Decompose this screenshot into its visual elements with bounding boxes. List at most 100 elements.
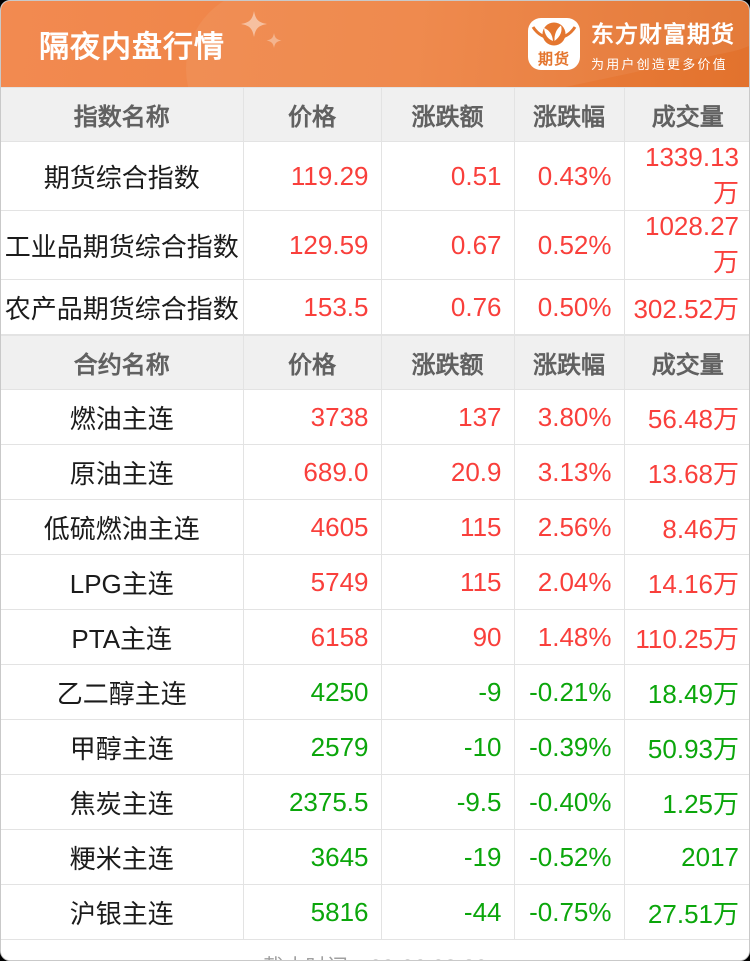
change-pct-value: 0.43% xyxy=(513,141,625,211)
change-pct-value: -0.75% xyxy=(513,884,625,940)
table-row: PTA主连 6158 90 1.48% 110.25万 xyxy=(1,609,749,665)
change-pct-value: 2.04% xyxy=(513,554,625,610)
table-row: 燃油主连 3738 137 3.80% 56.48万 xyxy=(1,389,749,445)
price-value: 129.59 xyxy=(242,210,382,280)
change-value: 137 xyxy=(380,389,515,445)
instrument-name: 焦炭主连 xyxy=(1,774,244,830)
contract-table-header-row: 合约名称 价格 涨跌额 涨跌幅 成交量 xyxy=(1,335,749,390)
column-header-change-pct: 涨跌幅 xyxy=(513,87,625,142)
index-table-header-row: 指数名称 价格 涨跌额 涨跌幅 成交量 xyxy=(1,87,749,142)
volume-value: 110.25万 xyxy=(623,609,749,665)
volume-value: 1028.27万 xyxy=(623,210,749,280)
table-row: 甲醇主连 2579 -10 -0.39% 50.93万 xyxy=(1,719,749,775)
instrument-name: 粳米主连 xyxy=(1,829,244,885)
change-pct-value: 3.13% xyxy=(513,444,625,500)
volume-value: 50.93万 xyxy=(623,719,749,775)
table-row: 工业品期货综合指数 129.59 0.67 0.52% 1028.27万 xyxy=(1,210,749,280)
change-pct-value: -0.39% xyxy=(513,719,625,775)
column-header-volume: 成交量 xyxy=(623,87,749,142)
table-row: 期货综合指数 119.29 0.51 0.43% 1339.13万 xyxy=(1,141,749,211)
price-value: 119.29 xyxy=(242,141,382,211)
price-value: 2375.5 xyxy=(242,774,382,830)
instrument-name: 甲醇主连 xyxy=(1,719,244,775)
volume-value: 8.46万 xyxy=(623,499,749,555)
column-header-contract-name: 合约名称 xyxy=(1,335,244,390)
change-value: -19 xyxy=(380,829,515,885)
page-title: 隔夜内盘行情 xyxy=(39,31,225,64)
price-value: 5749 xyxy=(242,554,382,610)
badge-label: 期货 xyxy=(537,51,570,68)
change-pct-value: 0.50% xyxy=(513,279,625,335)
brand-logo-group: 期货 东方财富期货 为用户创造更多价值 xyxy=(528,15,735,73)
cutoff-time-text: 截止时间：09-06 02:30 xyxy=(1,940,749,960)
volume-value: 27.51万 xyxy=(623,884,749,940)
change-pct-value: -0.40% xyxy=(513,774,625,830)
instrument-name: 农产品期货综合指数 xyxy=(1,279,244,335)
change-pct-value: -0.52% xyxy=(513,829,625,885)
fan-icon xyxy=(531,22,577,46)
change-value: 115 xyxy=(380,554,515,610)
volume-value: 1.25万 xyxy=(623,774,749,830)
change-value: 90 xyxy=(380,609,515,665)
change-value: 115 xyxy=(380,499,515,555)
price-value: 689.0 xyxy=(242,444,382,500)
volume-value: 56.48万 xyxy=(623,389,749,445)
instrument-name: 工业品期货综合指数 xyxy=(1,210,244,280)
table-row: 乙二醇主连 4250 -9 -0.21% 18.49万 xyxy=(1,664,749,720)
change-pct-value: 1.48% xyxy=(513,609,625,665)
column-header-change-pct: 涨跌幅 xyxy=(513,335,625,390)
table-row: 粳米主连 3645 -19 -0.52% 2017 xyxy=(1,829,749,885)
instrument-name: LPG主连 xyxy=(1,554,244,610)
volume-value: 302.52万 xyxy=(623,279,749,335)
volume-value: 1339.13万 xyxy=(623,141,749,211)
price-value: 3645 xyxy=(242,829,382,885)
table-row: 沪银主连 5816 -44 -0.75% 27.51万 xyxy=(1,884,749,940)
instrument-name: 原油主连 xyxy=(1,444,244,500)
instrument-name: PTA主连 xyxy=(1,609,244,665)
change-value: -9 xyxy=(380,664,515,720)
volume-value: 13.68万 xyxy=(623,444,749,500)
table-row: 焦炭主连 2375.5 -9.5 -0.40% 1.25万 xyxy=(1,774,749,830)
banner: 隔夜内盘行情 期货 东方财富期货 为用户创造更多价值 xyxy=(1,1,749,87)
change-value: 0.76 xyxy=(380,279,515,335)
column-header-change: 涨跌额 xyxy=(380,87,515,142)
price-value: 5816 xyxy=(242,884,382,940)
instrument-name: 燃油主连 xyxy=(1,389,244,445)
index-table: 指数名称 价格 涨跌额 涨跌幅 成交量 期货综合指数 119.29 0.51 0… xyxy=(1,87,749,335)
price-value: 2579 xyxy=(242,719,382,775)
change-value: 0.51 xyxy=(380,141,515,211)
volume-value: 2017 xyxy=(623,829,749,885)
instrument-name: 乙二醇主连 xyxy=(1,664,244,720)
change-pct-value: 2.56% xyxy=(513,499,625,555)
price-value: 6158 xyxy=(242,609,382,665)
change-pct-value: 3.80% xyxy=(513,389,625,445)
column-header-price: 价格 xyxy=(242,335,382,390)
price-value: 153.5 xyxy=(242,279,382,335)
brand-slogan: 为用户创造更多价值 xyxy=(591,57,728,72)
volume-value: 14.16万 xyxy=(623,554,749,610)
change-value: -9.5 xyxy=(380,774,515,830)
change-pct-value: -0.21% xyxy=(513,664,625,720)
column-header-price: 价格 xyxy=(242,87,382,142)
table-row: LPG主连 5749 115 2.04% 14.16万 xyxy=(1,554,749,610)
contract-table: 合约名称 价格 涨跌额 涨跌幅 成交量 燃油主连 3738 137 3.80% … xyxy=(1,335,749,940)
price-value: 4605 xyxy=(242,499,382,555)
volume-value: 18.49万 xyxy=(623,664,749,720)
change-value: -10 xyxy=(380,719,515,775)
table-row: 低硫燃油主连 4605 115 2.56% 8.46万 xyxy=(1,499,749,555)
instrument-name: 低硫燃油主连 xyxy=(1,499,244,555)
price-value: 4250 xyxy=(242,664,382,720)
table-row: 农产品期货综合指数 153.5 0.76 0.50% 302.52万 xyxy=(1,279,749,335)
futures-badge-logo: 期货 xyxy=(528,18,580,70)
column-header-index-name: 指数名称 xyxy=(1,87,244,142)
instrument-name: 沪银主连 xyxy=(1,884,244,940)
instrument-name: 期货综合指数 xyxy=(1,141,244,211)
change-value: 20.9 xyxy=(380,444,515,500)
column-header-volume: 成交量 xyxy=(623,335,749,390)
price-value: 3738 xyxy=(242,389,382,445)
sparkle-icon xyxy=(241,11,291,61)
table-row: 原油主连 689.0 20.9 3.13% 13.68万 xyxy=(1,444,749,500)
change-pct-value: 0.52% xyxy=(513,210,625,280)
brand-name: 东方财富期货 xyxy=(591,21,735,47)
